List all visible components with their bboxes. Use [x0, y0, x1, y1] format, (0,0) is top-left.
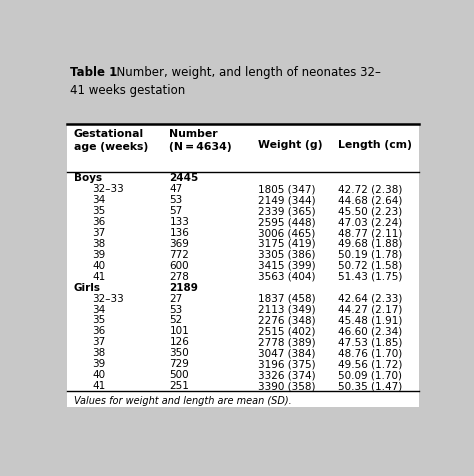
Text: 51.43 (1.75): 51.43 (1.75)	[338, 271, 403, 281]
Text: 27: 27	[169, 293, 182, 303]
Text: 32–33: 32–33	[92, 293, 124, 303]
Text: 37: 37	[92, 228, 106, 238]
Text: 48.77 (2.11): 48.77 (2.11)	[338, 228, 403, 238]
Text: 47.03 (2.24): 47.03 (2.24)	[338, 217, 403, 227]
Text: 2595 (448): 2595 (448)	[258, 217, 315, 227]
Text: 40: 40	[92, 369, 105, 379]
Text: 2778 (389): 2778 (389)	[258, 337, 315, 347]
Text: 57: 57	[169, 206, 182, 216]
Text: 101: 101	[169, 326, 189, 336]
Text: 729: 729	[169, 358, 189, 368]
Text: 41 weeks gestation: 41 weeks gestation	[70, 83, 185, 97]
Bar	[59, 57, 427, 125]
Text: 47.53 (1.85): 47.53 (1.85)	[338, 337, 403, 347]
Text: Length (cm): Length (cm)	[338, 140, 412, 150]
Text: 37: 37	[92, 337, 106, 347]
Text: 42.64 (2.33): 42.64 (2.33)	[338, 293, 403, 303]
Text: 53: 53	[169, 304, 182, 314]
Text: 2515 (402): 2515 (402)	[258, 326, 315, 336]
Text: 48.76 (1.70): 48.76 (1.70)	[338, 347, 403, 357]
Text: 38: 38	[92, 238, 106, 248]
Text: 369: 369	[169, 238, 189, 248]
Text: Number, weight, and length of neonates 32–: Number, weight, and length of neonates 3…	[109, 66, 381, 79]
Text: 133: 133	[169, 217, 189, 227]
Bar	[66, 125, 419, 407]
Text: 3390 (358): 3390 (358)	[258, 380, 315, 390]
Text: 42.72 (2.38): 42.72 (2.38)	[338, 184, 403, 194]
Text: 1837 (458): 1837 (458)	[258, 293, 315, 303]
Text: (N = 4634): (N = 4634)	[169, 141, 232, 151]
Text: 34: 34	[92, 195, 106, 205]
Text: Boys: Boys	[74, 173, 102, 183]
Text: 44.68 (2.64): 44.68 (2.64)	[338, 195, 403, 205]
Text: 53: 53	[169, 195, 182, 205]
Text: 3175 (419): 3175 (419)	[258, 238, 315, 248]
Text: 251: 251	[169, 380, 189, 390]
Text: 136: 136	[169, 228, 189, 238]
Text: 3326 (374): 3326 (374)	[258, 369, 315, 379]
Text: 2339 (365): 2339 (365)	[258, 206, 315, 216]
Text: 1805 (347): 1805 (347)	[258, 184, 315, 194]
Text: 36: 36	[92, 217, 106, 227]
Text: 350: 350	[169, 347, 189, 357]
Text: 600: 600	[169, 260, 189, 270]
Text: 50.35 (1.47): 50.35 (1.47)	[338, 380, 403, 390]
Text: 35: 35	[92, 206, 106, 216]
Text: 46.60 (2.34): 46.60 (2.34)	[338, 326, 403, 336]
Text: 2445: 2445	[169, 173, 199, 183]
Text: 41: 41	[92, 271, 106, 281]
Text: 49.56 (1.72): 49.56 (1.72)	[338, 358, 403, 368]
Text: Table 1: Table 1	[70, 66, 118, 79]
Text: 49.68 (1.88): 49.68 (1.88)	[338, 238, 403, 248]
Text: 2149 (344): 2149 (344)	[258, 195, 315, 205]
Text: age (weeks): age (weeks)	[74, 141, 148, 151]
Text: Girls: Girls	[74, 282, 101, 292]
Text: 3305 (386): 3305 (386)	[258, 249, 315, 259]
Text: 3196 (375): 3196 (375)	[258, 358, 315, 368]
Text: Values for weight and length are mean (SD).: Values for weight and length are mean (S…	[74, 395, 292, 405]
Text: 772: 772	[169, 249, 189, 259]
Text: 126: 126	[169, 337, 189, 347]
Text: 3563 (404): 3563 (404)	[258, 271, 315, 281]
Text: 2276 (348): 2276 (348)	[258, 315, 315, 325]
Text: 40: 40	[92, 260, 105, 270]
Text: Number: Number	[169, 129, 218, 139]
Text: 45.50 (2.23): 45.50 (2.23)	[338, 206, 403, 216]
Text: 500: 500	[169, 369, 189, 379]
Text: 50.19 (1.78): 50.19 (1.78)	[338, 249, 403, 259]
Text: 278: 278	[169, 271, 189, 281]
Text: 32–33: 32–33	[92, 184, 124, 194]
Text: 34: 34	[92, 304, 106, 314]
Text: 3047 (384): 3047 (384)	[258, 347, 315, 357]
Text: 39: 39	[92, 358, 106, 368]
Text: 45.48 (1.91): 45.48 (1.91)	[338, 315, 403, 325]
Text: 3006 (465): 3006 (465)	[258, 228, 315, 238]
Text: 39: 39	[92, 249, 106, 259]
Text: 2113 (349): 2113 (349)	[258, 304, 315, 314]
Text: 50.09 (1.70): 50.09 (1.70)	[338, 369, 402, 379]
Text: Gestational: Gestational	[74, 129, 144, 139]
Text: 47: 47	[169, 184, 182, 194]
Text: 3415 (399): 3415 (399)	[258, 260, 315, 270]
Text: 50.72 (1.58): 50.72 (1.58)	[338, 260, 403, 270]
Text: 41: 41	[92, 380, 106, 390]
Text: 52: 52	[169, 315, 182, 325]
Text: 38: 38	[92, 347, 106, 357]
Text: 35: 35	[92, 315, 106, 325]
Text: 2189: 2189	[169, 282, 198, 292]
Text: Weight (g): Weight (g)	[258, 140, 322, 150]
Text: 36: 36	[92, 326, 106, 336]
Text: 44.27 (2.17): 44.27 (2.17)	[338, 304, 403, 314]
